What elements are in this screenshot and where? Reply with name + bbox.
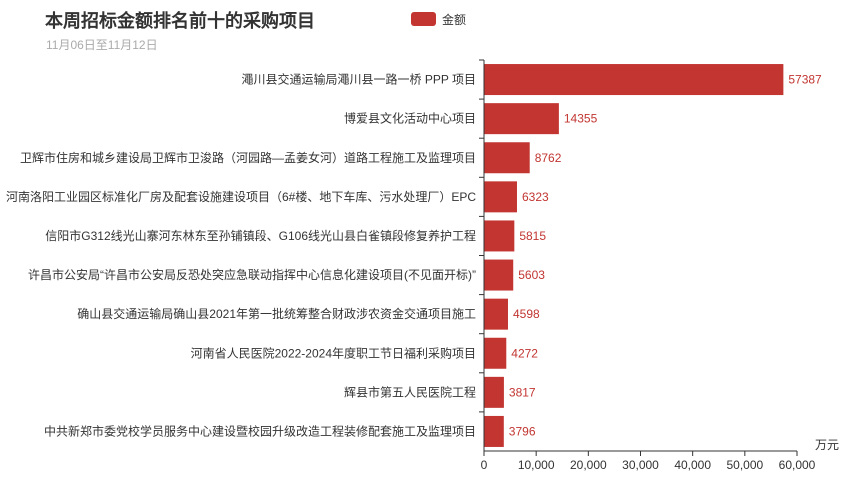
category-label-4: 河南洛阳工业园区标准化厂房及配套设施建设项目（6#楼、地下车库、污水处理厂）EP…: [6, 189, 476, 204]
x-tick-label-4: 40,000: [674, 458, 711, 472]
category-label-6: 许昌市公安局“许昌市公安局反恐处突应急联动指挥中心信息化建设项目(不见面开标)”: [28, 267, 476, 282]
bar-2[interactable]: [484, 103, 559, 135]
bar-9[interactable]: [484, 376, 504, 408]
legend-label: 金额: [442, 12, 466, 27]
value-label-9: 3817: [509, 385, 536, 399]
category-label-5: 信阳市G312线光山寨河东林东至孙铺镇段、G106线光山县白雀镇段修复养护工程: [45, 228, 476, 243]
value-label-1: 57387: [788, 73, 822, 87]
bar-1[interactable]: [484, 64, 784, 96]
legend[interactable]: 金额: [411, 12, 466, 27]
x-tick-label-5: 50,000: [726, 458, 763, 472]
category-label-7: 确山县交通运输局确山县2021年第一批统筹整合财政涉农资金交通项目施工: [77, 306, 476, 321]
value-label-7: 4598: [513, 307, 540, 321]
category-label-10: 中共新郑市委党校学员服务中心建设暨校园升级改造工程装修配套施工及监理项目: [44, 423, 476, 438]
bar-5[interactable]: [484, 220, 515, 252]
bar-8[interactable]: [484, 337, 507, 369]
chart-subtitle: 11月06日至11月12日: [46, 38, 158, 52]
value-label-4: 6323: [522, 190, 549, 204]
bar-4[interactable]: [484, 181, 517, 213]
value-label-10: 3796: [509, 424, 536, 438]
bar-3[interactable]: [484, 142, 530, 174]
value-label-2: 14355: [564, 112, 598, 126]
legend-swatch-金额: [411, 12, 436, 26]
category-label-2: 博爱县文化活动中心项目: [344, 111, 476, 126]
category-label-8: 河南省人民医院2022-2024年度职工节日福利采购项目: [191, 345, 476, 360]
x-tick-label-0: 0: [481, 458, 488, 472]
plot-area: 澠川县交通运输局澠川县一路一桥 PPP 项目 57387 博爱县文化活动中心项目 14…: [6, 64, 822, 447]
bar-7[interactable]: [484, 298, 508, 330]
x-tick-label-3: 30,000: [622, 458, 659, 472]
bar-10[interactable]: [484, 415, 504, 447]
category-label-1: 澠川县交通运输局澠川县一路一桥 PPP 项目: [242, 72, 476, 87]
x-axis: 0 10,000 20,000 30,000 40,000 50,000 60,000: [479, 59, 816, 472]
value-label-8: 4272: [511, 346, 538, 360]
value-label-5: 5815: [519, 229, 546, 243]
x-tick-label-2: 20,000: [570, 458, 607, 472]
chart-title: 本周招标金额排名前十的采购项目: [45, 10, 315, 31]
value-label-6: 5603: [518, 268, 545, 282]
category-label-3: 卫辉市住房和城乡建设局卫辉市卫浚路（河园路—孟姜女河）道路工程施工及监理项目: [20, 150, 476, 165]
value-label-3: 8762: [535, 151, 562, 165]
x-tick-label-1: 10,000: [518, 458, 555, 472]
bar-6[interactable]: [484, 259, 514, 291]
x-axis-unit-label: 万元: [815, 438, 839, 452]
x-tick-label-6: 60,000: [779, 458, 816, 472]
category-label-9: 辉县市第五人民医院工程: [344, 384, 476, 399]
